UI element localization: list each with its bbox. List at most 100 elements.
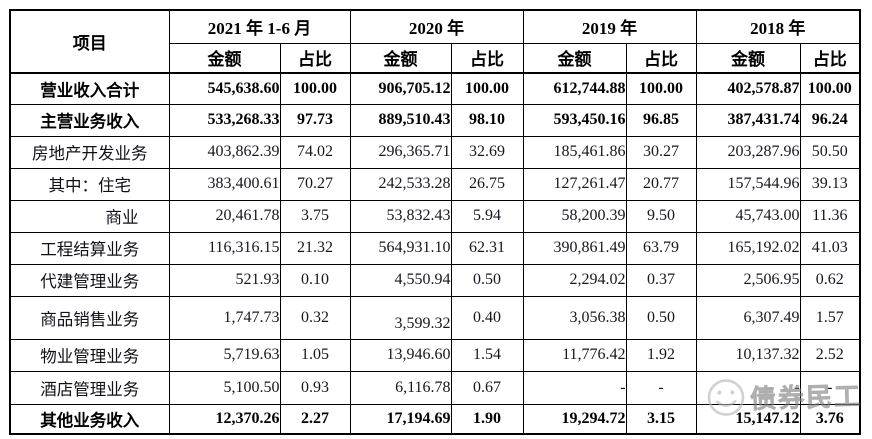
amount-cell: 3,056.38: [522, 295, 627, 340]
amount-cell: 203,287.96: [695, 135, 801, 169]
ratio-cell: 96.24: [799, 103, 861, 137]
ratio-cell: 0.50: [450, 263, 524, 297]
amount-cell: -: [695, 370, 801, 405]
ratio-cell: 3.76: [799, 403, 861, 435]
ratio-cell: 63.79: [625, 231, 697, 265]
ratio-cell: 98.10: [450, 103, 524, 137]
row-label: 酒店管理业务: [9, 370, 170, 405]
ratio-cell: 2.52: [799, 338, 861, 372]
row-label: 工程结算业务: [9, 231, 170, 265]
row-label: 代建管理业务: [9, 263, 170, 297]
row-label: 物业管理业务: [9, 338, 170, 372]
amount-cell: 165,192.02: [695, 231, 801, 265]
ratio-cell: 0.37: [625, 263, 697, 297]
amount-cell: 157,544.96: [695, 167, 801, 201]
table-row: 其中：住宅 383,400.61 70.27 242,533.28 26.75 127,2…: [9, 167, 861, 201]
row-label: 房地产开发业务: [9, 135, 170, 169]
ratio-cell: 100.00: [799, 72, 861, 105]
ratio-cell: 0.40: [450, 295, 524, 340]
ratio-cell: 5.94: [450, 199, 524, 233]
ratio-cell: 0.50: [625, 295, 697, 340]
header-row-subcolumns: 金额 占比 金额 占比 金额 占比 金额 占比: [10, 42, 861, 74]
amount-cell: 521.93: [168, 263, 281, 297]
amount-cell: 242,533.28: [349, 167, 452, 201]
ratio-cell: 50.50: [799, 135, 861, 169]
table-row: 物业管理业务 5,719.63 1.05 13,946.60 1.54 11,776.42…: [9, 338, 861, 372]
subheader-ratio-2020: 占比: [450, 42, 524, 74]
column-header-item: 项目: [9, 9, 170, 74]
amount-cell: 185,461.86: [522, 135, 627, 169]
subheader-ratio-2018: 占比: [799, 42, 861, 74]
subheader-amount-2021h1: 金额: [168, 42, 281, 74]
table-row: 主营业务收入 533,268.33 97.73 889,510.43 98.10 593,…: [9, 103, 861, 137]
row-label: 其中：住宅: [9, 167, 170, 201]
ratio-cell: 0.93: [279, 370, 351, 405]
amount-cell: 5,719.63: [168, 338, 281, 372]
table-body: 营业收入合计 545,638.60 100.00 906,705.12 100.00 61…: [9, 72, 861, 435]
subheader-ratio-2019: 占比: [625, 42, 697, 74]
amount-cell: 45,743.00: [695, 199, 801, 233]
table-row: 营业收入合计 545,638.60 100.00 906,705.12 100.00 61…: [9, 72, 861, 105]
ratio-cell: 20.77: [625, 167, 697, 201]
ratio-cell: 97.73: [279, 103, 351, 137]
subheader-amount-2020: 金额: [349, 42, 452, 74]
ratio-cell: 0.67: [450, 370, 524, 405]
row-label: 其他业务收入: [9, 403, 170, 435]
ratio-cell: 62.31: [450, 231, 524, 265]
ratio-cell: 21.32: [279, 231, 351, 265]
amount-cell: 403,862.39: [168, 135, 281, 169]
ratio-cell: 1.57: [799, 295, 861, 340]
amount-cell: 53,832.43: [349, 199, 452, 233]
column-header-2018: 2018 年: [695, 9, 861, 44]
amount-cell: 15,147.12: [695, 403, 801, 435]
amount-cell: 6,307.49: [695, 295, 801, 340]
amount-cell: 390,861.49: [522, 231, 627, 265]
amount-cell: 10,137.32: [695, 338, 801, 372]
table-row: 其他业务收入 12,370.26 2.27 17,194.69 1.90 19,294.7…: [9, 403, 861, 435]
amount-cell: 1,747.73: [168, 295, 281, 340]
ratio-cell: 74.02: [279, 135, 351, 169]
amount-cell: 383,400.61: [168, 167, 281, 201]
ratio-cell: -: [799, 370, 861, 405]
ratio-cell: 9.50: [625, 199, 697, 233]
amount-cell: 58,200.39: [522, 199, 627, 233]
amount-cell: 19,294.72: [522, 403, 627, 435]
amount-cell: 545,638.60: [168, 72, 281, 105]
amount-cell: 11,776.42: [522, 338, 627, 372]
ratio-cell: 100.00: [625, 72, 697, 105]
ratio-cell: 2.27: [279, 403, 351, 435]
amount-cell: 13,946.60: [349, 338, 452, 372]
amount-cell: 2,506.95: [695, 263, 801, 297]
amount-cell: -: [522, 370, 627, 405]
amount-cell: 6,116.78: [349, 370, 452, 405]
amount-cell: 906,705.12: [349, 72, 452, 105]
row-label: 营业收入合计: [9, 72, 170, 105]
amount-cell: 564,931.10: [349, 231, 452, 265]
ratio-cell: 96.85: [625, 103, 697, 137]
ratio-cell: -: [625, 370, 697, 405]
subheader-amount-2019: 金额: [522, 42, 627, 74]
row-label: 商业: [9, 199, 170, 233]
table-row: 商业 20,461.78 3.75 53,832.43 5.94 58,200.39 9.5…: [9, 199, 861, 233]
amount-cell: 387,431.74: [695, 103, 801, 137]
amount-cell: 116,316.15: [168, 231, 281, 265]
column-header-2020: 2020 年: [349, 9, 524, 44]
ratio-cell: 100.00: [450, 72, 524, 105]
row-label: 商品销售业务: [9, 295, 170, 340]
ratio-cell: 11.36: [799, 199, 861, 233]
ratio-cell: 3.75: [279, 199, 351, 233]
subheader-amount-2018: 金额: [695, 42, 801, 74]
ratio-cell: 26.75: [450, 167, 524, 201]
amount-cell: 5,100.50: [168, 370, 281, 405]
amount-cell: 296,365.71: [349, 135, 452, 169]
revenue-breakdown-table: 项目 2021 年 1-6 月 2020 年 2019 年 2018 年 金额 …: [9, 9, 862, 435]
ratio-cell: 1.90: [450, 403, 524, 435]
amount-cell: 20,461.78: [168, 199, 281, 233]
amount-cell: 2,294.02: [522, 263, 627, 297]
amount-cell: 12,370.26: [168, 403, 281, 435]
table-row: 酒店管理业务 5,100.50 0.93 6,116.78 0.67- - - -: [9, 370, 861, 405]
ratio-cell: 41.03: [799, 231, 861, 265]
ratio-cell: 1.92: [625, 338, 697, 372]
amount-cell: 889,510.43: [349, 103, 452, 137]
